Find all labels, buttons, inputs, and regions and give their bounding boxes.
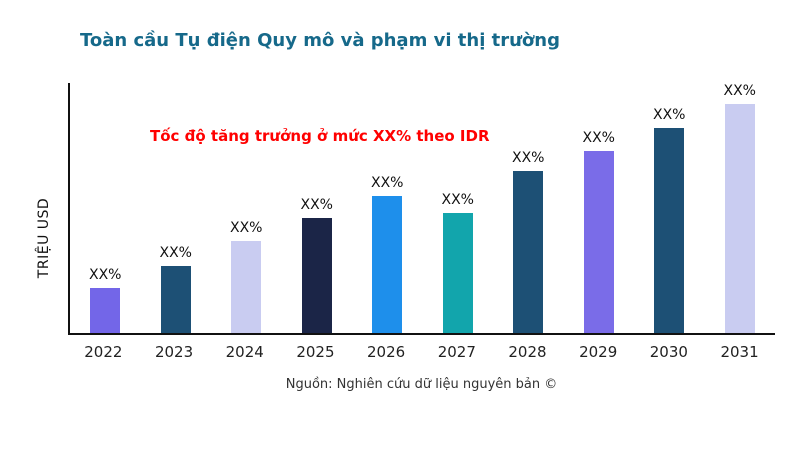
bar-2030 — [654, 128, 685, 333]
x-tick-label-2026: 2026 — [367, 343, 406, 361]
bar-2026 — [372, 195, 403, 333]
bar-column-2022: XX% — [73, 83, 137, 333]
bar-column-2031: XX% — [708, 83, 772, 333]
x-tick-label-2023: 2023 — [154, 343, 194, 361]
bar-column-2025: XX% — [285, 83, 349, 333]
source-note: Nguồn: Nghiên cứu dữ liệu nguyên bản © — [285, 377, 558, 392]
x-axis-labels: 2022 2023 2024 2025 2026 2027 2028 2029 2030 2031 — [68, 343, 775, 361]
y-axis-label: TRIỆU USD — [36, 197, 52, 278]
bar-value-label: XX% — [441, 192, 474, 208]
bar-value-label: XX% — [512, 149, 545, 166]
bar-value-label: XX% — [230, 219, 263, 236]
bar-2022 — [90, 288, 121, 333]
bar-column-2024: XX% — [214, 83, 278, 333]
chart-title: Toàn cầu Tụ điện Quy mô và phạm vi thị t… — [80, 30, 560, 51]
bar-2025 — [301, 218, 332, 333]
x-tick-label-2029: 2029 — [579, 343, 618, 361]
bar-value-label: XX% — [653, 107, 686, 123]
growth-rate-annotation: Tốc độ tăng trưởng ở mức XX% theo IDR — [150, 127, 490, 145]
bar-value-label: XX% — [300, 197, 333, 213]
plot-column: Tốc độ tăng trưởng ở mức XX% theo IDR XX… — [68, 83, 775, 392]
x-tick-label-2028: 2028 — [508, 343, 547, 361]
x-tick-label-2027: 2027 — [437, 343, 476, 361]
x-tick-label-2024: 2024 — [225, 343, 264, 361]
x-tick-label-2031: 2031 — [720, 343, 759, 361]
bar-value-label: XX% — [582, 129, 615, 146]
bar-value-label: XX% — [723, 83, 756, 99]
x-tick-label-2022: 2022 — [84, 343, 123, 361]
bar-2028 — [513, 170, 544, 333]
bar-2031 — [724, 104, 755, 333]
bar-series: XX% XX% XX% XX% XX% XX% XX% XX% XX% XX% — [70, 83, 775, 333]
bar-2024 — [231, 240, 262, 333]
x-tick-label-2025: 2025 — [296, 343, 335, 361]
bar-2027 — [442, 213, 473, 333]
bar-column-2028: XX% — [496, 83, 560, 333]
bar-value-label: XX% — [159, 244, 192, 261]
bar-column-2030: XX% — [637, 83, 701, 333]
plot-area: Tốc độ tăng trưởng ở mức XX% theo IDR XX… — [68, 83, 775, 335]
bar-2023 — [160, 265, 191, 333]
bar-value-label: XX% — [371, 174, 404, 191]
chart-area: TRIỆU USD Tốc độ tăng trưởng ở mức XX% t… — [20, 83, 775, 392]
bar-2029 — [583, 150, 614, 333]
bar-column-2027: XX% — [426, 83, 490, 333]
bar-column-2029: XX% — [567, 83, 631, 333]
bar-column-2023: XX% — [144, 83, 208, 333]
bar-column-2026: XX% — [355, 83, 419, 333]
x-tick-label-2030: 2030 — [649, 343, 688, 361]
bar-value-label: XX% — [89, 267, 122, 283]
y-axis: TRIỆU USD — [20, 83, 68, 392]
